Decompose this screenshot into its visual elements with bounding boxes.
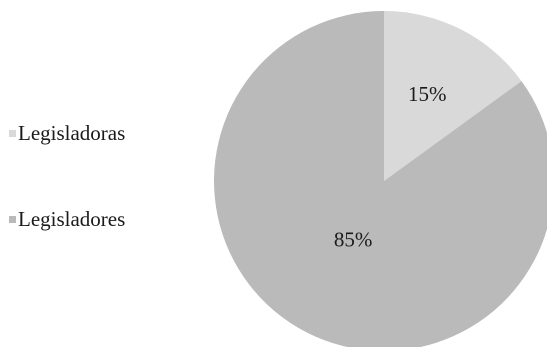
data-label-legisladores: 85% [334,227,373,251]
pie-slice-legisladoras [384,11,522,181]
legend-swatch-legisladores [9,216,16,223]
legend-item-legisladoras: Legisladoras [9,121,125,146]
legend-swatch-legisladoras [9,130,16,137]
pie-slice-legisladores [214,11,547,347]
data-label-legisladoras: 15% [408,82,447,106]
legend-item-legisladores: Legisladores [9,207,125,232]
legend-label-legisladoras: Legisladoras [18,121,126,145]
legend-label-legisladores: Legisladores [18,207,126,231]
